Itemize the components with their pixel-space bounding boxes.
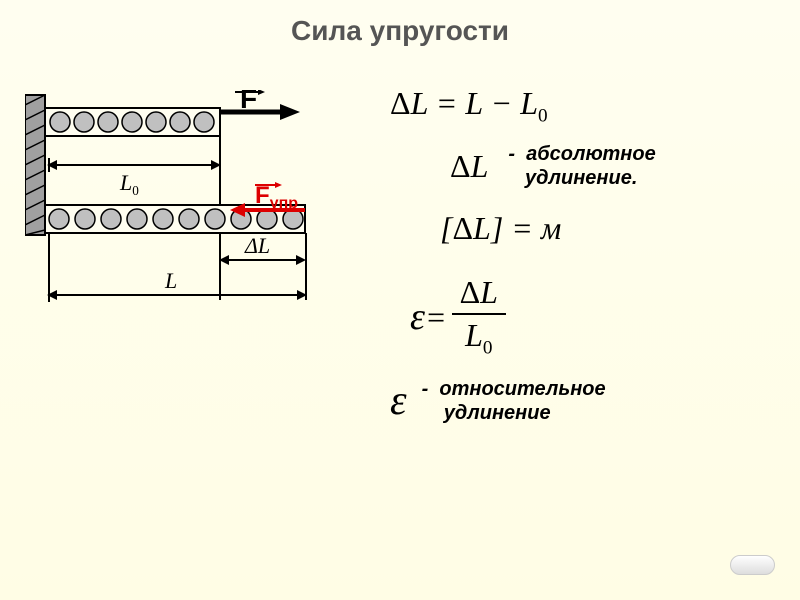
formulas-block: ΔL = L − L0 ΔL - абсолютное удлинение. […: [390, 85, 790, 440]
formula-dl-def: ΔL - абсолютное удлинение.: [450, 142, 790, 190]
formula-eps-def: ε - относительное удлинение: [390, 377, 790, 425]
force-f-arrow: [220, 90, 300, 120]
eps-annotation: - относительное удлинение: [422, 377, 606, 425]
dim-l0-label: L0: [119, 170, 139, 198]
diagram-svg: F L0: [25, 90, 365, 320]
dim-l0: [47, 158, 221, 172]
wall-rect: [25, 95, 45, 235]
formula-eq1: ΔL = L − L0: [390, 85, 790, 127]
page-title: Сила упругости: [0, 0, 800, 47]
dl-annotation: - абсолютное удлинение.: [508, 142, 655, 190]
dim-l-label: L: [164, 268, 177, 293]
formula-epsilon: ε = ΔL L0: [410, 272, 790, 361]
nav-button[interactable]: [730, 555, 775, 575]
dim-deltal-label: ΔL: [244, 233, 270, 258]
formula-units: [ΔL] = м: [440, 210, 790, 247]
force-f-label: F: [240, 90, 257, 114]
spring-diagram: F L0: [25, 90, 365, 325]
